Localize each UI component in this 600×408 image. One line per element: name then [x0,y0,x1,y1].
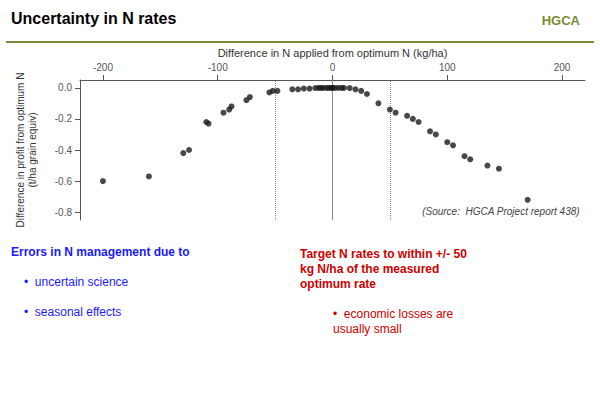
svg-text:• uncertain science: • uncertain science [24,275,129,289]
svg-text:HGCA: HGCA [542,13,581,28]
svg-text:Errors in N management due to: Errors in N management due to [11,245,190,259]
svg-text:kg N/ha of the measured: kg N/ha of the measured [300,262,439,276]
svg-text:Difference in N applied from o: Difference in N applied from optimum N (… [218,47,448,59]
svg-text:-0.8: -0.8 [55,207,73,218]
svg-text:usually small: usually small [333,322,402,336]
svg-text:-0.6: -0.6 [55,176,73,187]
svg-text:Difference in profit from opti: Difference in profit from optimum N [15,73,26,228]
svg-text:-100: -100 [208,62,228,73]
svg-text:• economic losses are: • economic losses are [333,307,454,321]
svg-text:• seasonal effects: • seasonal effects [24,305,121,319]
svg-text:(t/ha grain equiv): (t/ha grain equiv) [27,112,38,187]
svg-text:optimum rate: optimum rate [300,277,376,291]
svg-text:100: 100 [439,62,456,73]
svg-text:(Source: HGCA Project report: (Source: HGCA Project report 438) [422,206,579,217]
svg-text:0.0: 0.0 [58,82,72,93]
svg-text:-0.2: -0.2 [55,113,73,124]
svg-text:200: 200 [554,62,571,73]
svg-text:-0.4: -0.4 [55,145,73,156]
svg-text:Target N rates to within +/- 5: Target N rates to within +/- 50 [300,247,467,261]
svg-text:-200: -200 [93,62,113,73]
svg-text:Uncertainty in N rates: Uncertainty in N rates [11,10,176,27]
svg-text:0: 0 [330,62,336,73]
